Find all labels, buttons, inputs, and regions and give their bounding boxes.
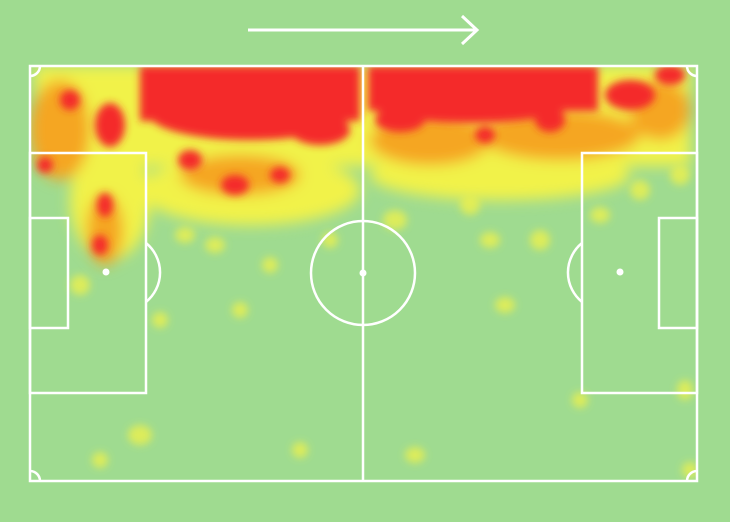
corner-arc [29, 469, 42, 482]
penalty-arc-right [566, 242, 583, 303]
corner-arc [685, 469, 698, 482]
heat-hot [37, 66, 685, 255]
penalty-spot-left [102, 268, 110, 276]
goal-area-right [657, 216, 699, 330]
penalty-spot-right [616, 268, 624, 276]
heat-light [70, 165, 697, 478]
corner-arc [685, 65, 698, 78]
direction-arrow [248, 14, 480, 46]
center-circle [309, 219, 417, 327]
pitch-lines [28, 64, 699, 483]
penalty-arc-left [145, 242, 162, 303]
center-spot [359, 269, 367, 277]
heat-layer [30, 66, 697, 478]
corner-arc [29, 65, 42, 78]
goal-area-left [28, 216, 70, 330]
